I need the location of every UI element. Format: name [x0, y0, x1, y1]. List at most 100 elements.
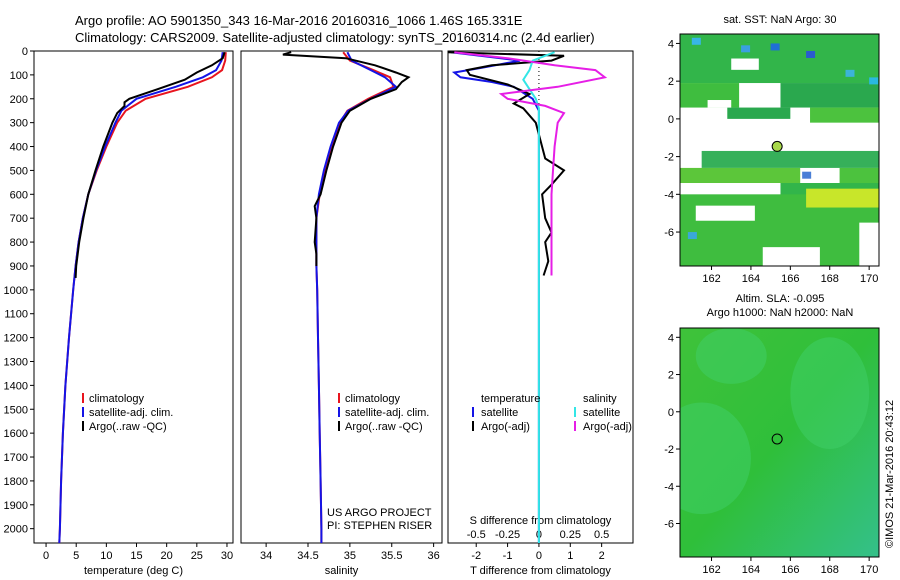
differences-xlabel: T difference from climatology [470, 565, 611, 577]
series-line-satellite-adj-clim- [58, 52, 224, 543]
sdiff-tick-label: -0.25 [495, 529, 520, 541]
sdiff-tick-label: 0.5 [594, 529, 609, 541]
sst-map-ytick-label: -4 [664, 189, 674, 201]
depth-tick-label: 1300 [4, 356, 28, 368]
sst-gap [695, 205, 755, 221]
salinity-xlabel: salinity [325, 565, 359, 577]
series-line-temperature-argo-adj- [448, 51, 566, 276]
sst-cool-patch [869, 77, 879, 85]
sst-patch [701, 150, 879, 168]
sst-gap [707, 100, 732, 108]
sdiff-label: S difference from climatology [470, 515, 612, 527]
differences-series [448, 51, 608, 543]
differences-xtick-label: -2 [471, 550, 481, 562]
depth-tick-label: 100 [10, 70, 28, 82]
sst-map-frame [679, 33, 880, 267]
sla-map-xtick-label: 162 [702, 564, 720, 576]
sla-map-ytick-label: -6 [664, 518, 674, 530]
depth-tick-label: 2000 [4, 524, 28, 536]
sst-map-panel: 162 164 166 168 170 4 2 0 -2 -4 -6 [664, 33, 880, 285]
sst-patch [839, 167, 879, 184]
depth-tick-label: 400 [10, 142, 28, 154]
differences-xtick-label: 1 [567, 550, 573, 562]
sst-patch [780, 83, 879, 108]
sst-map-ytick-label: 4 [668, 38, 674, 50]
salinity-xtick-label: 34.5 [297, 550, 318, 562]
sst-map-xtick-label: 166 [781, 273, 799, 285]
legend-label: Argo(-adj) [583, 421, 632, 433]
sst-map-xtick-label: 170 [860, 273, 878, 285]
legend-label: Argo(..raw -QC) [345, 421, 423, 433]
legend-title-salinity: salinity [583, 393, 617, 405]
sla-map-xtick-label: 170 [860, 564, 878, 576]
sst-cool-patch [741, 45, 751, 53]
sst-gap [731, 58, 759, 70]
sst-map-ytick-label: 2 [668, 76, 674, 88]
depth-tick-label: 1800 [4, 476, 28, 488]
temperature-xlabel: temperature (deg C) [84, 565, 183, 577]
salinity-xtick-label: 34 [260, 550, 272, 562]
sla-map-frame [679, 327, 880, 558]
project-label: US ARGO PROJECT [327, 507, 432, 519]
depth-tick-label: 200 [10, 94, 28, 106]
header-line-1: Argo profile: AO 5901350_343 16-Mar-2016… [75, 13, 523, 28]
differences-xtick-label: 0 [536, 550, 542, 562]
differences-frame [447, 50, 634, 544]
salinity-panel: 34 34.5 35 35.5 36 salinity [240, 50, 443, 577]
legend-label: satellite [481, 407, 518, 419]
series-line-temperature-satellite [450, 51, 540, 543]
sst-map-title: sat. SST: NaN Argo: 30 [723, 14, 836, 26]
sla-map-subtitle: Argo h1000: NaN h2000: NaN [707, 307, 854, 319]
sst-patch [727, 107, 791, 119]
legend-title-temperature: temperature [481, 393, 540, 405]
legend-label: climatology [345, 393, 401, 405]
depth-tick-label: 300 [10, 118, 28, 130]
series-line-salinity-satellite [522, 51, 555, 543]
sla-map-ytick-label: 0 [668, 407, 674, 419]
sla-map-field [680, 328, 879, 557]
depth-tick-label: 1500 [4, 404, 28, 416]
sst-patch [680, 167, 801, 184]
depth-tick-label: 900 [10, 261, 28, 273]
depth-tick-label: 700 [10, 213, 28, 225]
series-line-argo-raw-qc- [74, 51, 226, 278]
differences-panel: -2 -1 0 1 2 T difference from climatology -0.5… [447, 50, 634, 577]
legend-label: Argo(..raw -QC) [89, 421, 167, 433]
sst-map-xtick-label: 162 [702, 273, 720, 285]
depth-tick-label: 1200 [4, 333, 28, 345]
sla-blob [680, 402, 751, 515]
pi-label: PI: STEPHEN RISER [327, 520, 432, 532]
legend-label: Argo(-adj) [481, 421, 530, 433]
temperature-frame [33, 50, 234, 544]
depth-tick-label: 600 [10, 189, 28, 201]
temperature-xtick-label: 15 [130, 550, 142, 562]
depth-tick-label: 500 [10, 165, 28, 177]
salinity-series [282, 51, 411, 543]
salinity-frame [240, 50, 443, 544]
depth-tick-label: 1000 [4, 285, 28, 297]
depth-tick-label: 800 [10, 237, 28, 249]
imos-credit: ©IMOS 21-Mar-2016 20:43:12 [884, 400, 896, 548]
argo-position-marker [771, 140, 783, 152]
salinity-xtick-label: 35 [344, 550, 356, 562]
legend-label: satellite-adj. clim. [89, 407, 173, 419]
temperature-series [58, 51, 227, 543]
sdiff-tick-label: 0.25 [560, 529, 581, 541]
sst-map-ytick-label: 0 [668, 114, 674, 126]
depth-tick-label: 1900 [4, 500, 28, 512]
temperature-xtick-label: 20 [161, 550, 173, 562]
sla-map-panel: 162 164 166 168 170 4 2 0 -2 -4 -6 [664, 327, 880, 576]
sdiff-tick-label: -0.5 [467, 529, 486, 541]
series-line-satellite-adj-clim- [315, 51, 398, 543]
series-line-climatology [315, 51, 395, 543]
sst-cool-patch [770, 43, 780, 51]
salinity-xtick-label: 35.5 [381, 550, 402, 562]
sst-cool-patch [806, 50, 816, 58]
depth-tick-label: 1600 [4, 428, 28, 440]
argo-position-marker [771, 433, 783, 445]
sla-map-ytick-label: -4 [664, 481, 674, 493]
series-line-salinity-argo-adj- [454, 51, 608, 276]
legend-label: climatology [89, 393, 145, 405]
temperature-xtick-label: 10 [100, 550, 112, 562]
